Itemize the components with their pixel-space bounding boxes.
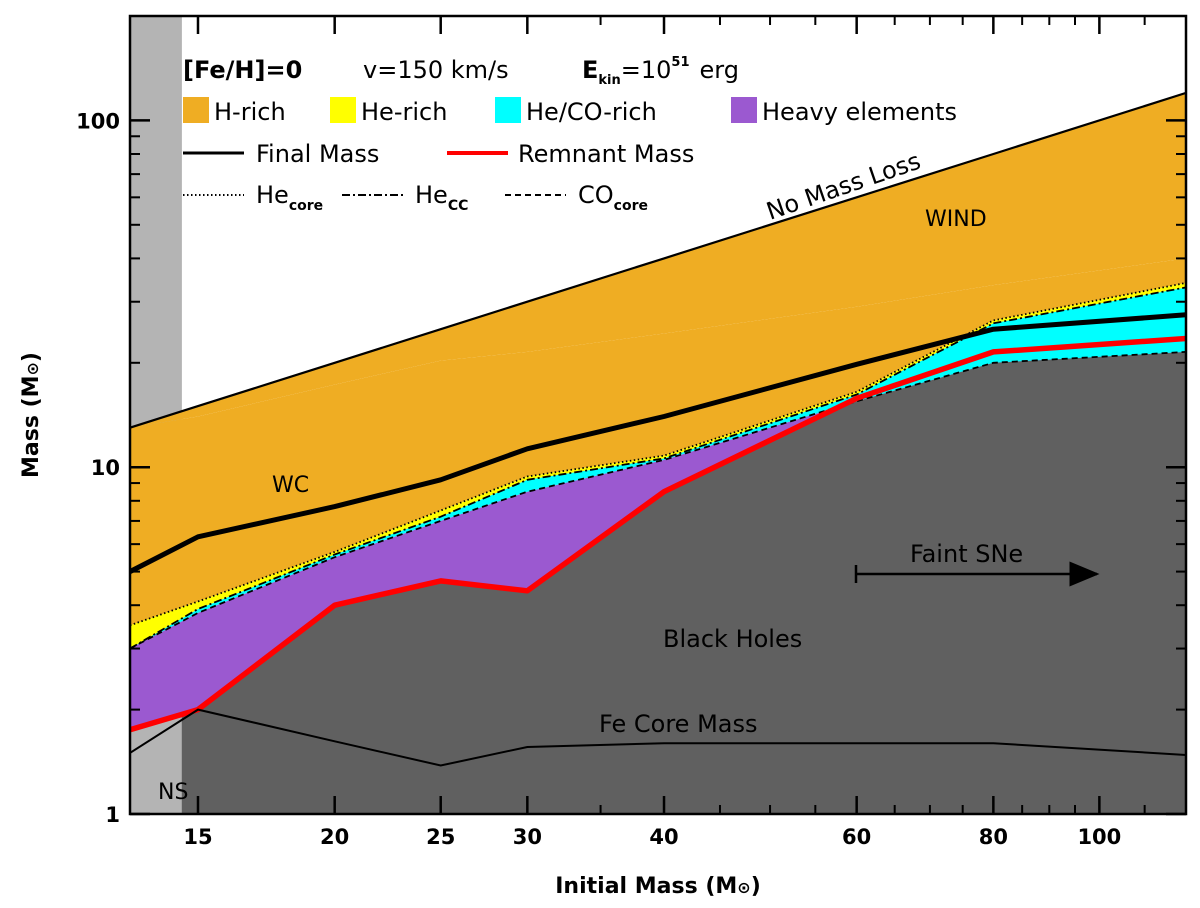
chart-header: [Fe/H]=0 v=150 km/s Ekin=1051 erg [183, 55, 739, 88]
line-he-core [130, 282, 1186, 627]
header-metallicity: [Fe/H]=0 [183, 56, 302, 84]
line-final-mass [130, 312, 1186, 574]
plot-frame [128, 14, 1188, 816]
area-layers [130, 16, 1186, 814]
legend-label-heavy: Heavy elements [762, 98, 957, 126]
y-tick-label: 10 [91, 456, 120, 480]
area-black-holes-overlay [181, 338, 1186, 814]
legend-swatch-heavy [731, 97, 757, 123]
legend-label-heco-rich: He/CO-rich [526, 98, 657, 126]
legend-label-he-core: Hecore [256, 181, 323, 214]
x-tick-label: 20 [320, 825, 349, 849]
header-velocity: v=150 km/s [363, 56, 509, 84]
line-no-mass-loss [130, 91, 1186, 429]
x-tick-label: 40 [649, 825, 678, 849]
annotation-fe-core-mass: Fe Core Mass [599, 710, 757, 738]
legend-label-remnant-mass: Remnant Mass [518, 140, 694, 168]
y-axis-label: Mass (M⊙) [19, 352, 44, 478]
annotation-wind: WIND [925, 207, 987, 232]
line-fe-core-mass [130, 708, 1186, 767]
legend-swatch-h-rich [183, 97, 209, 123]
area-h-rich [130, 258, 1186, 626]
x-tick-label: 30 [513, 825, 542, 849]
line-layers [130, 91, 1186, 767]
x-tick-label: 15 [183, 825, 212, 849]
annotation-black-holes: Black Holes [663, 625, 802, 653]
x-tick-label: 25 [426, 825, 455, 849]
legend-label-co-core: COcore [578, 181, 648, 214]
legend-swatch-he-rich [330, 97, 356, 123]
x-tick-label: 80 [979, 825, 1008, 849]
legend-label-h-rich: H-rich [214, 98, 286, 126]
header-ekin: Ekin=1051 erg [582, 55, 739, 88]
faint-sne-arrow [854, 561, 1100, 587]
x-tick-label: 100 [1077, 825, 1121, 849]
y-tick-label: 100 [76, 109, 120, 133]
axis-ticks: 15 20 25 30 40 60 80 100 1 10 100 [76, 16, 1186, 849]
line-co-core [130, 351, 1186, 650]
legend-label-final-mass: Final Mass [256, 140, 379, 168]
y-tick-label: 1 [105, 803, 120, 827]
x-tick-label: 60 [842, 825, 871, 849]
line-he-cc [130, 286, 1186, 650]
legend-label-he-rich: He-rich [361, 98, 447, 126]
legend: H-rich He-rich He/CO-rich Heavy elements… [183, 97, 957, 214]
x-axis-label: Initial Mass (M⊙) [555, 874, 761, 899]
annotation-faint-sne: Faint SNe [910, 540, 1023, 568]
annotation-ns: NS [158, 780, 188, 805]
legend-label-he-cc: HeCC [415, 181, 468, 214]
line-remnant-mass [130, 335, 1186, 733]
legend-swatch-heco-rich [495, 97, 521, 123]
annotation-wc: WC [272, 473, 309, 498]
